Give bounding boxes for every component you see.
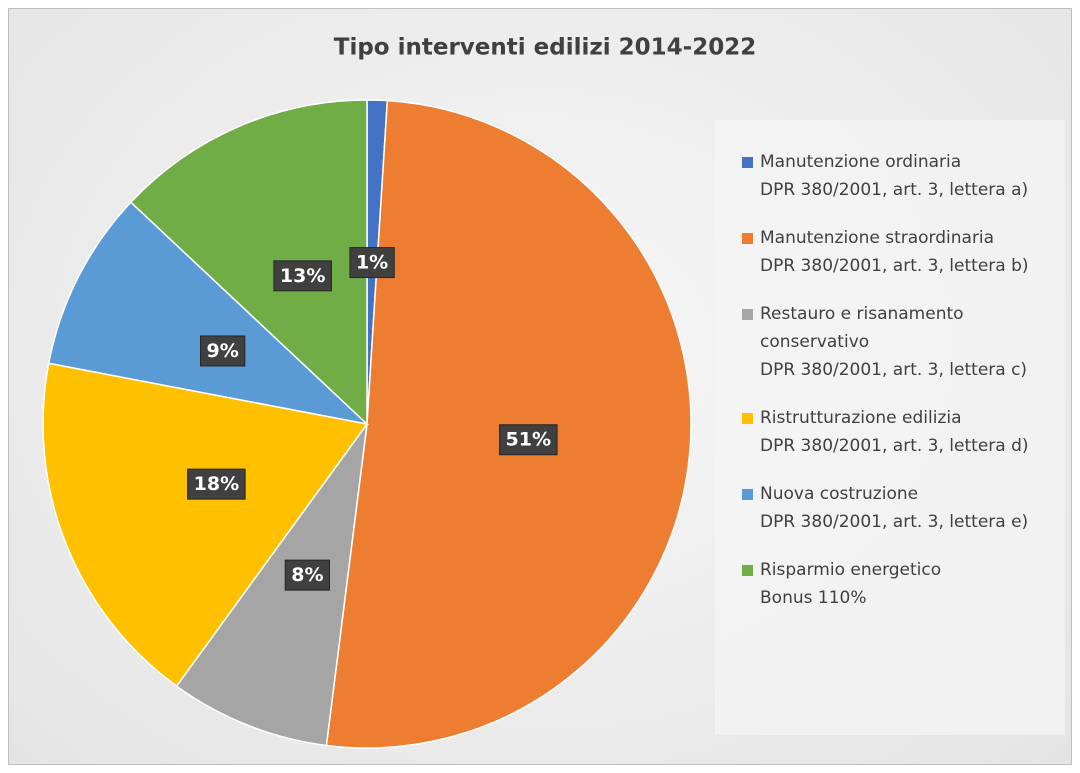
- legend-text: Manutenzione ordinaria DPR 380/2001, art…: [760, 152, 1029, 200]
- legend-swatch: [742, 157, 753, 168]
- data-label: 1%: [349, 247, 395, 279]
- data-label-box: [349, 247, 395, 279]
- data-label-text: 51%: [506, 429, 551, 451]
- legend-text: Manutenzione straordinaria DPR 380/2001,…: [760, 228, 1029, 276]
- legend-text: Ristrutturazione edilizia DPR 380/2001, …: [760, 408, 1029, 456]
- legend-item: Manutenzione straordinaria DPR 380/2001,…: [715, 224, 1065, 280]
- legend-item: Risparmio energetico Bonus 110%: [715, 556, 1065, 612]
- data-label: 13%: [273, 260, 332, 292]
- data-label-box: [499, 424, 558, 456]
- data-label-text: 1%: [356, 252, 388, 274]
- legend-text: Nuova costruzione DPR 380/2001, art. 3, …: [760, 484, 1029, 532]
- legend-text: Restauro e risanamento conservativo DPR …: [760, 304, 1028, 380]
- data-label-text: 9%: [207, 340, 239, 362]
- pie-slice: [175, 423, 368, 747]
- pie-slice: [129, 99, 368, 426]
- legend-item: Restauro e risanamento conservativo DPR …: [715, 300, 1065, 384]
- data-label: 8%: [284, 559, 330, 591]
- data-label: 9%: [200, 335, 246, 367]
- legend-swatch: [742, 233, 753, 244]
- data-label-text: 8%: [291, 564, 323, 586]
- data-label-box: [187, 468, 246, 500]
- chart-title: Tipo interventi edilizi 2014-2022: [334, 35, 756, 61]
- pie-slice: [47, 201, 370, 426]
- legend: Manutenzione ordinaria DPR 380/2001, art…: [715, 120, 1065, 735]
- data-label: 18%: [187, 468, 246, 500]
- data-label-text: 18%: [194, 473, 239, 495]
- data-label-box: [284, 559, 330, 591]
- legend-text: Risparmio energetico Bonus 110%: [760, 560, 942, 608]
- legend-swatch: [742, 565, 753, 576]
- legend-swatch: [742, 309, 753, 320]
- legend-swatch: [742, 489, 753, 500]
- data-label-text: 13%: [280, 265, 325, 287]
- pie-slice: [42, 362, 369, 688]
- legend-item: Nuova costruzione DPR 380/2001, art. 3, …: [715, 480, 1065, 536]
- legend-item: Manutenzione ordinaria DPR 380/2001, art…: [715, 148, 1065, 204]
- data-label-box: [273, 260, 332, 292]
- legend-item: Ristrutturazione edilizia DPR 380/2001, …: [715, 404, 1065, 460]
- data-label-box: [200, 335, 246, 367]
- legend-swatch: [742, 413, 753, 424]
- data-label: 51%: [499, 424, 558, 456]
